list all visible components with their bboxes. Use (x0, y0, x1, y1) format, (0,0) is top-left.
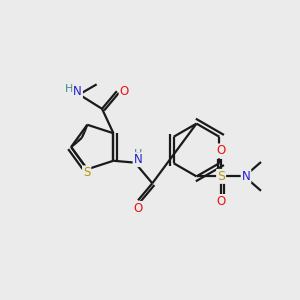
Text: N: N (134, 153, 142, 166)
Text: O: O (120, 85, 129, 98)
Text: N: N (73, 85, 82, 98)
Text: S: S (83, 167, 90, 179)
Text: O: O (217, 195, 226, 208)
Text: H: H (65, 84, 74, 94)
Text: O: O (134, 202, 143, 215)
Text: N: N (242, 170, 250, 183)
Text: O: O (217, 144, 226, 158)
Text: S: S (217, 170, 225, 183)
Text: H: H (134, 149, 143, 159)
